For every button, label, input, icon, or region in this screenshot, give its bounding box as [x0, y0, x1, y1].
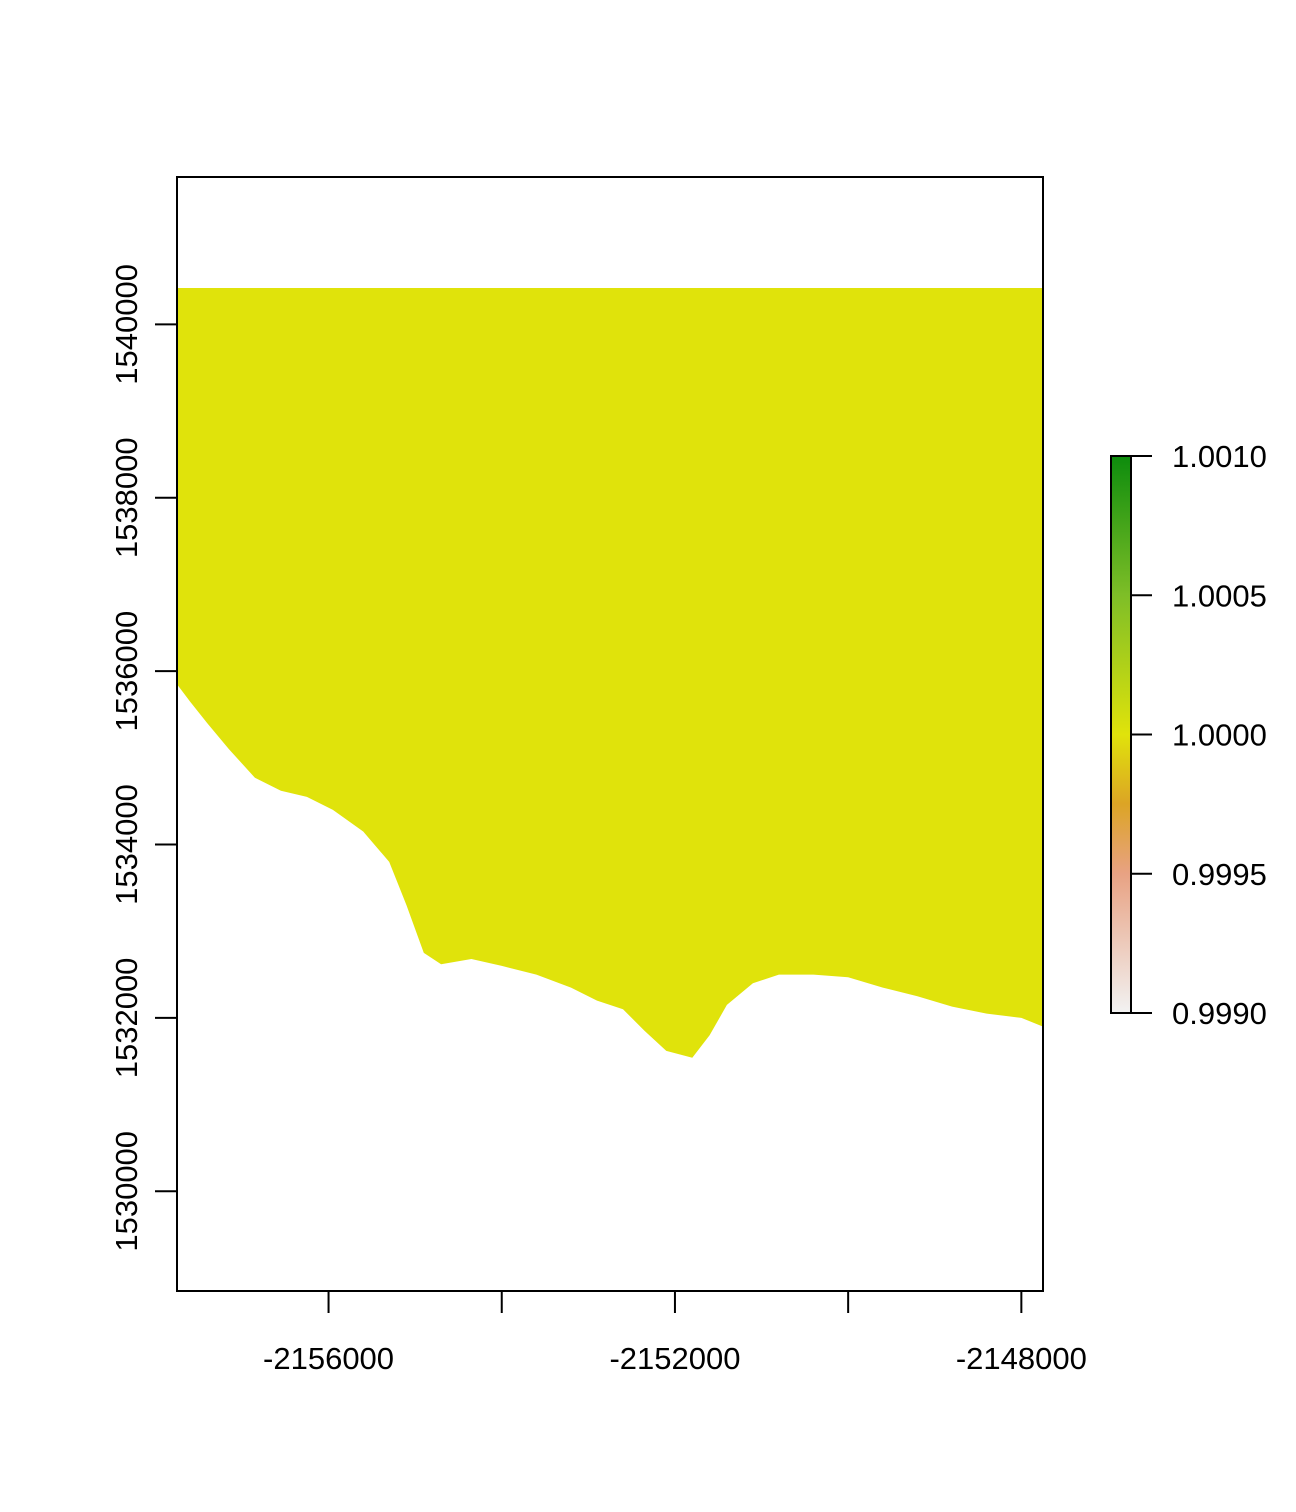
x-tick-label: -2156000 [263, 1341, 394, 1376]
legend-tick-label: 0.9995 [1172, 857, 1267, 892]
legend-tick-label: 1.0010 [1172, 439, 1267, 474]
raster-layer [177, 288, 1043, 1058]
y-tick-label: 1530000 [109, 1131, 144, 1252]
plot-frame [176, 176, 1044, 1292]
legend-tick-label: 1.0000 [1172, 718, 1267, 753]
y-tick-label: 1540000 [109, 264, 144, 385]
y-tick-label: 1532000 [109, 958, 144, 1079]
y-tick-label: 1534000 [109, 784, 144, 905]
y-tick-label: 1538000 [109, 437, 144, 558]
y-axis: 1530000 1532000 1534000 1536000 1538000 15400… [109, 264, 177, 1252]
y-tick-label: 1536000 [109, 611, 144, 732]
x-tick-label: -2148000 [956, 1341, 1087, 1376]
color-legend: 0.9990 0.9995 1.0000 1.0005 1.0010 [1110, 439, 1267, 1031]
x-axis: -2156000 -2152000 -2148000 [263, 1291, 1087, 1376]
raster-fill [177, 288, 1043, 1058]
legend-tick-label: 0.9990 [1172, 996, 1267, 1031]
legend-color-bar [1110, 455, 1132, 1014]
x-tick-label: -2152000 [609, 1341, 740, 1376]
legend-tick-label: 1.0005 [1172, 578, 1267, 613]
